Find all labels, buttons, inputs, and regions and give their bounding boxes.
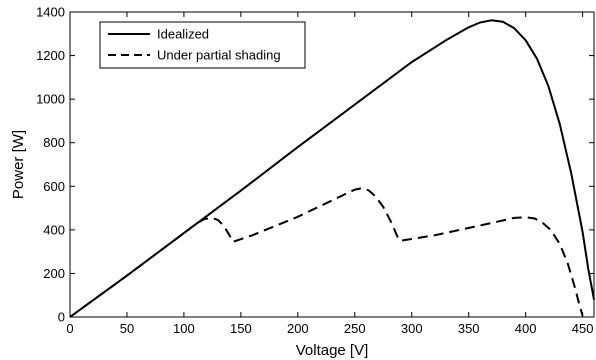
x-tick-label: 250	[344, 321, 366, 336]
y-tick-label: 200	[43, 266, 65, 281]
x-tick-label: 300	[401, 321, 423, 336]
y-tick-label: 600	[43, 179, 65, 194]
y-tick-label: 0	[58, 310, 65, 325]
y-tick-label: 1400	[36, 5, 65, 20]
x-tick-label: 450	[572, 321, 594, 336]
legend: Idealized Under partial shading	[99, 21, 306, 69]
y-tick-label: 800	[43, 135, 65, 150]
y-tick-label: 1200	[36, 48, 65, 63]
x-tick-label: 50	[120, 321, 134, 336]
x-tick-label: 200	[287, 321, 309, 336]
x-tick-label: 0	[66, 321, 73, 336]
x-tick-label: 150	[230, 321, 252, 336]
series-line-idealized	[69, 19, 595, 318]
legend-box	[99, 21, 306, 69]
x-ticks: 0 50 100 150 200 250 300 350 400 450	[66, 12, 593, 336]
y-ticks: 0 200 400 600 800 1000 1200 1400	[36, 5, 594, 325]
plot-area	[69, 11, 595, 318]
x-axis-title: Voltage [V]	[296, 342, 369, 359]
legend-label-partial-shading: Under partial shading	[157, 48, 281, 63]
series-line-partial-shading	[69, 187, 584, 318]
x-tick-label: 350	[458, 321, 480, 336]
y-axis-title: Power [W]	[10, 130, 27, 199]
series-layer	[69, 19, 595, 318]
plot-frame	[69, 11, 595, 318]
legend-label-idealized: Idealized	[157, 27, 209, 42]
x-tick-label: 100	[173, 321, 195, 336]
y-tick-label: 400	[43, 222, 65, 237]
y-tick-label: 1000	[36, 92, 65, 107]
x-tick-label: 400	[515, 321, 537, 336]
